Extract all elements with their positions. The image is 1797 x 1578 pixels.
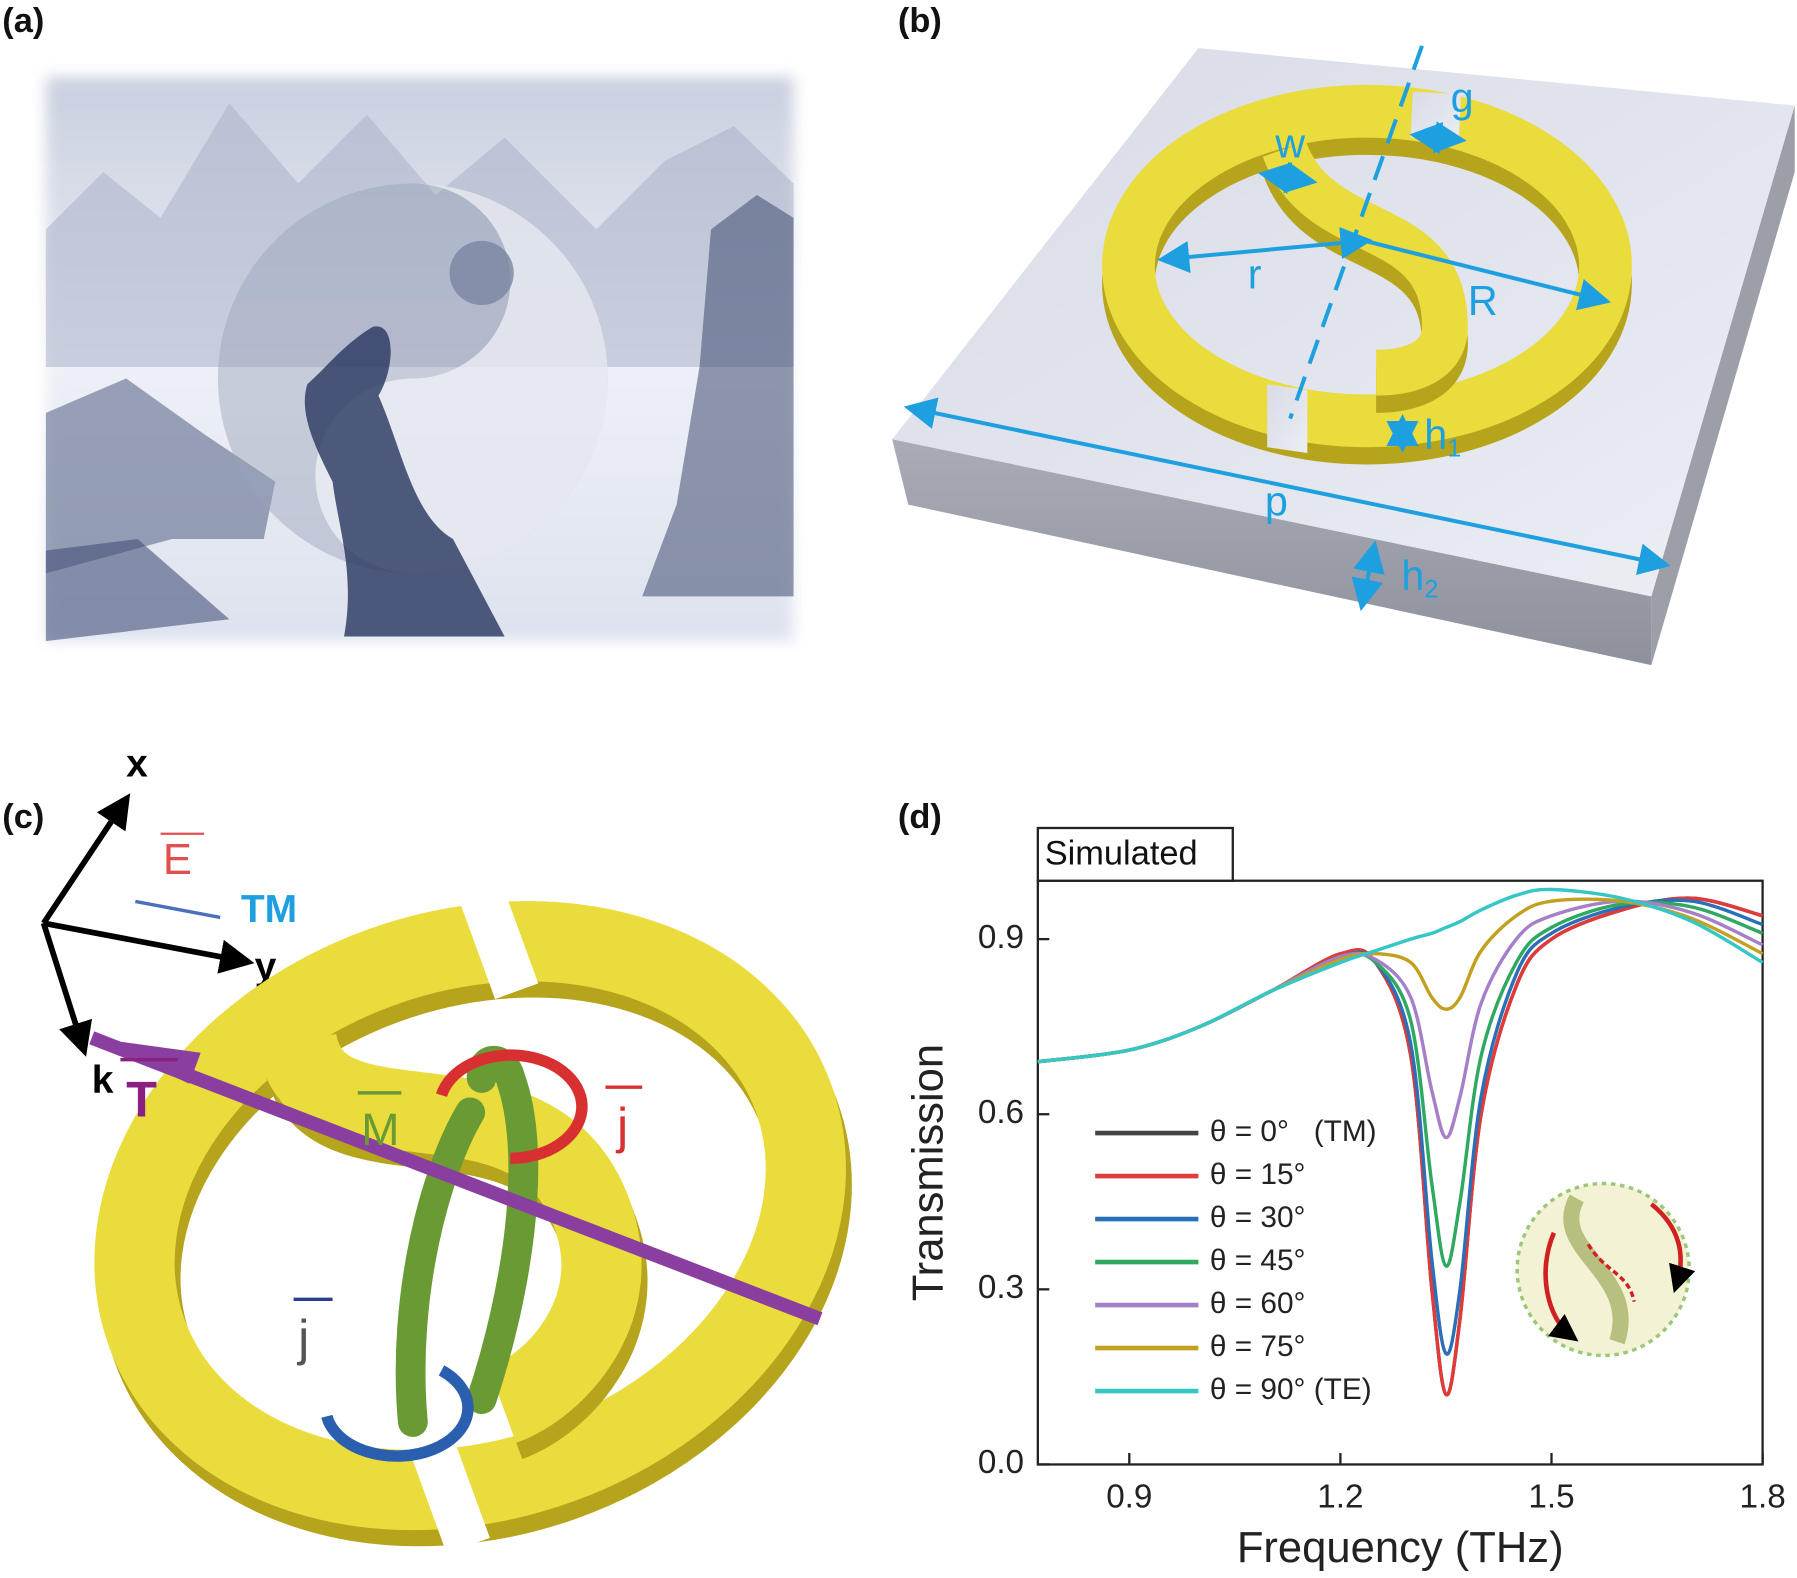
dim-label: r xyxy=(1248,251,1262,297)
chart: Simulated Frequency (THz) Transmission 0.0 0… xyxy=(905,826,1786,1572)
current-label: j xyxy=(615,1097,628,1154)
field-label: E xyxy=(163,836,192,884)
moment-label: M xyxy=(361,1103,399,1155)
polarization-label: TM xyxy=(241,888,297,931)
dim-label: h2 xyxy=(1401,553,1438,603)
x-tick-label: 0.9 xyxy=(1106,1479,1152,1516)
x-tick-label: 1.8 xyxy=(1739,1479,1785,1516)
dim-label: h xyxy=(1401,553,1424,599)
legend-label: θ = 15° xyxy=(1210,1158,1306,1191)
panel-label: (c) xyxy=(2,798,44,836)
unit-cell: g w r R p h1 h2 xyxy=(892,45,1795,666)
ink-painting xyxy=(45,76,794,642)
plot-frame xyxy=(1036,879,1764,1466)
panel-label: (d) xyxy=(898,798,942,836)
dim-label: h xyxy=(1424,412,1447,458)
mechanism: x y k E TM T M j j xyxy=(40,742,852,1554)
dim-subscript: 1 xyxy=(1447,434,1461,462)
current-label: j xyxy=(296,1309,309,1366)
series-line xyxy=(1037,899,1764,1140)
legend-label: θ = 30° xyxy=(1210,1201,1306,1234)
axis-label: k xyxy=(92,1059,114,1102)
y-axis-label: Transmission xyxy=(905,1044,953,1301)
inset-field-map xyxy=(1515,1181,1696,1358)
panel-label: (a) xyxy=(2,2,44,40)
chart-title: Simulated xyxy=(1045,835,1198,873)
series-line xyxy=(1037,887,1764,1064)
dim-label: R xyxy=(1468,278,1498,324)
toroidal-label: T xyxy=(126,1071,157,1128)
x-tick-label: 1.5 xyxy=(1528,1479,1574,1516)
dim-label: g xyxy=(1451,75,1474,121)
y-tick-label: 0.6 xyxy=(978,1094,1024,1131)
x-axis-label: Frequency (THz) xyxy=(1237,1524,1564,1572)
legend-label: θ = 75° xyxy=(1210,1330,1306,1363)
dim-subscript: 2 xyxy=(1424,575,1438,603)
x-tick-label: 1.2 xyxy=(1317,1479,1363,1516)
legend-label: θ = 45° xyxy=(1210,1244,1306,1277)
dim-label: w xyxy=(1274,121,1305,167)
title-box xyxy=(1036,826,1234,882)
legend-label: θ = 60° xyxy=(1210,1287,1306,1320)
dim-label: h1 xyxy=(1424,412,1461,462)
axis-label: x xyxy=(126,742,148,785)
dim-label: p xyxy=(1265,479,1288,525)
panel-label: (b) xyxy=(898,2,942,40)
y-tick-label: 0.3 xyxy=(978,1269,1024,1306)
legend-label: θ = 90° (TE) xyxy=(1210,1373,1372,1406)
y-tick-label: 0.9 xyxy=(978,919,1024,956)
y-tick-label: 0.0 xyxy=(978,1444,1024,1481)
legend-label: θ = 0° (TM) xyxy=(1210,1115,1377,1148)
